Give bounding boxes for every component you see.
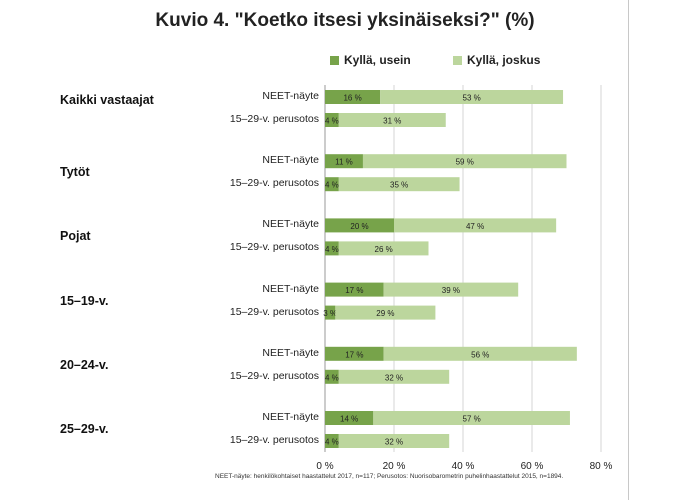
x-tick-label-40: 40 % (452, 461, 475, 472)
data-label-joskus: 32 % (385, 438, 403, 447)
group-label: Pojat (60, 229, 91, 244)
row-label: NEET-näyte (262, 218, 319, 231)
group-label: 15–19-v. (60, 293, 109, 308)
bar-segment-joskus (338, 113, 446, 127)
x-tick-label-0: 0 % (316, 461, 333, 472)
row-label: NEET-näyte (262, 154, 319, 167)
bar-segment-usein (325, 154, 363, 169)
bar-segment-joskus (338, 241, 429, 256)
row-label: 15–29-v. perusotos (229, 434, 319, 446)
data-label-usein: 4 % (325, 181, 339, 190)
data-label-usein: 17 % (345, 286, 363, 295)
data-label-joskus: 57 % (463, 415, 481, 424)
data-label-joskus: 26 % (375, 245, 393, 254)
row-label: 15–29-v. perusotos (229, 177, 319, 190)
legend-item-joskus: Kyllä, joskus (453, 53, 540, 67)
data-label-usein: 20 % (350, 222, 368, 231)
bar-segment-usein (325, 177, 339, 192)
bar-segment-usein (325, 241, 339, 256)
data-label-joskus: 39 % (442, 286, 460, 295)
bar-segment-usein (325, 218, 394, 233)
data-label-usein: 4 % (325, 438, 339, 447)
bar-segment-joskus (373, 411, 570, 425)
legend-item-usein: Kyllä, usein (330, 53, 411, 67)
bar-segment-usein (325, 434, 339, 448)
data-label-usein: 3 % (323, 309, 337, 318)
x-tick-label-80: 80 % (590, 461, 613, 472)
bar-segment-joskus (383, 346, 577, 361)
row-label: NEET-näyte (262, 90, 319, 102)
data-label-joskus: 59 % (456, 158, 474, 167)
data-label-joskus: 53 % (463, 94, 481, 103)
data-label-joskus: 29 % (376, 309, 394, 318)
data-label-joskus: 47 % (466, 222, 484, 231)
x-tick-label-60: 60 % (521, 461, 544, 472)
x-tick-label-20: 20 % (383, 461, 406, 472)
group-label: Kaikki vastaajat (60, 93, 154, 107)
data-label-joskus: 32 % (385, 373, 403, 382)
bar-segment-usein (325, 305, 336, 320)
bar-segment-usein (325, 90, 381, 104)
bar-segment-usein (325, 369, 339, 384)
group-label: 25–29-v. (60, 422, 109, 436)
bar-segment-usein (325, 113, 339, 127)
bar-segment-joskus (383, 282, 519, 297)
data-label-usein: 14 % (340, 415, 358, 424)
row-label: NEET-näyte (262, 411, 319, 423)
data-label-usein: 17 % (345, 350, 363, 359)
bar-segment-usein (325, 346, 384, 361)
bar-segment-usein (325, 411, 374, 425)
bar-segment-joskus (394, 218, 557, 233)
data-label-joskus: 31 % (383, 117, 401, 126)
bar-segment-joskus (338, 434, 450, 448)
row-label: NEET-näyte (262, 282, 319, 295)
bar-segment-joskus (380, 90, 564, 104)
row-label: 15–29-v. perusotos (229, 369, 319, 382)
chart-title: Kuvio 4. "Koetko itsesi yksinäiseksi?" (… (155, 10, 535, 31)
data-label-usein: 16 % (343, 94, 361, 103)
legend-swatch-usein (330, 56, 339, 66)
data-label-joskus: 35 % (390, 181, 408, 190)
data-label-usein: 4 % (325, 245, 339, 254)
bar-segment-joskus (362, 154, 567, 169)
bar-segment-joskus (335, 305, 436, 320)
row-label: 15–29-v. perusotos (229, 113, 319, 125)
bar-segment-joskus (338, 369, 450, 384)
row-label: 15–29-v. perusotos (229, 305, 319, 318)
bar-segment-joskus (338, 177, 460, 192)
data-label-joskus: 56 % (471, 350, 489, 359)
legend-label-usein: Kyllä, usein (344, 53, 411, 67)
data-label-usein: 4 % (325, 373, 339, 382)
source-note: NEET-näyte: henkilökohtaiset haastattelu… (215, 473, 564, 480)
bar-segment-usein (325, 282, 384, 297)
group-label: 20–24-v. (60, 357, 109, 372)
data-label-usein: 11 % (335, 158, 353, 167)
row-label: 15–29-v. perusotos (229, 241, 319, 254)
data-label-usein: 4 % (325, 117, 339, 126)
page-edge-line (628, 0, 629, 500)
legend-swatch-joskus (453, 56, 462, 66)
legend-label-joskus: Kyllä, joskus (467, 53, 541, 67)
group-label: Tytöt (60, 165, 90, 180)
row-label: NEET-näyte (262, 346, 319, 359)
